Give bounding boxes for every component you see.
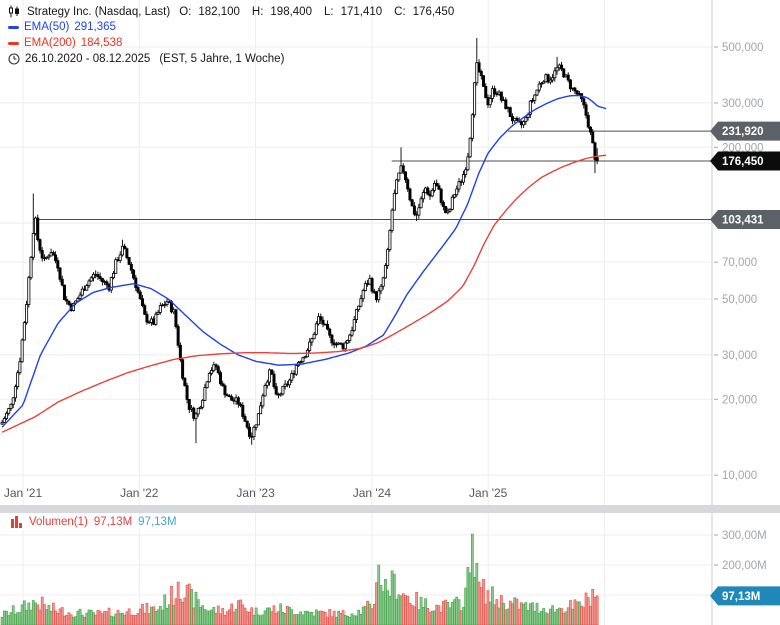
price-axis-label: 70,000: [722, 257, 757, 269]
close-value: 176,450: [412, 5, 455, 18]
ema50-label: EMA(50): [24, 21, 70, 33]
ema-lines-layer: [1, 94, 607, 433]
daterange-value: 26.10.2020 - 08.12.2025: [25, 53, 151, 65]
volume-label: Volumen(1): [29, 516, 88, 528]
time-axis-label: Jan '25: [469, 486, 508, 500]
price-axis-label: 300,000: [722, 98, 764, 110]
svg-text:231,920: 231,920: [722, 126, 764, 138]
volume-axis-label: 300,00M: [722, 530, 767, 542]
daterange-row: 26.10.2020 - 08.12.2025 (EST, 5 Jahre, 1…: [8, 53, 284, 65]
ema50-legend-row[interactable]: EMA(50) 291,365: [8, 21, 116, 33]
ema200-line[interactable]: [1, 154, 607, 433]
close-label: C:: [394, 5, 406, 18]
drawn-hlines-layer: [33, 130, 712, 220]
pane-divider[interactable]: [0, 505, 780, 513]
clock-icon: [8, 53, 20, 65]
time-axis-label: Jan '23: [236, 486, 275, 500]
low-label: L:: [323, 5, 334, 18]
ema50-value: 291,365: [74, 21, 116, 33]
price-axis-label: 20,000: [722, 394, 757, 406]
volume-value-blue: 97,13M: [138, 516, 177, 528]
svg-text:97,13M: 97,13M: [722, 591, 760, 603]
price-axis-label: 200,000: [722, 142, 764, 154]
ema200-swatch-icon: [8, 41, 19, 45]
price-axis-label: 50,000: [722, 294, 757, 306]
open-label: O:: [179, 5, 192, 18]
open-value: 182,100: [198, 5, 240, 18]
time-axis-label: Jan '21: [4, 486, 43, 500]
ema200-label: EMA(200): [24, 37, 76, 49]
ema200-value: 184,538: [80, 37, 123, 49]
ema50-line[interactable]: [1, 94, 607, 428]
last-price-marker: 176,450: [710, 151, 780, 171]
symbol-title: Strategy Inc. (Nasdaq, Last): [27, 5, 171, 18]
volume-axis-label: 200,00M: [722, 560, 767, 572]
ema200-legend-row[interactable]: EMA(200) 184,538: [8, 37, 122, 49]
drawn-line-marker: 231,920: [710, 121, 780, 141]
range-info: (EST, 5 Jahre, 1 Woche): [159, 53, 285, 65]
ema50-swatch-icon: [8, 25, 19, 29]
high-label: H:: [251, 5, 264, 18]
price-axis-label: 30,000: [722, 350, 757, 362]
price-axis-label: 10,000: [722, 470, 757, 482]
volume-bars-layer: [0, 533, 599, 625]
volume-value-red: 97,13M: [93, 516, 133, 528]
svg-text:176,450: 176,450: [722, 156, 764, 168]
drawn-line-marker: 103,431: [710, 209, 780, 229]
candlestick-chart-icon: [8, 5, 22, 18]
volume-bars-icon: [10, 516, 23, 528]
low-value: 171,410: [340, 5, 383, 18]
symbol-legend-row[interactable]: Strategy Inc. (Nasdaq, Last) O: 182,100 …: [8, 5, 461, 18]
time-axis-label: Jan '24: [353, 486, 392, 500]
svg-text:103,431: 103,431: [722, 214, 764, 226]
high-value: 198,400: [270, 5, 312, 18]
volume-last-badge: 97,13M: [710, 586, 780, 606]
price-axis-label: 500,000: [722, 42, 764, 54]
badges-layer: 231,920 176,450 103,431 97,13M: [710, 121, 780, 606]
time-axis-label: Jan '22: [120, 486, 159, 500]
volume-legend-row[interactable]: Volumen(1) 97,13M 97,13M: [8, 515, 182, 529]
candles-layer: [0, 37, 599, 445]
